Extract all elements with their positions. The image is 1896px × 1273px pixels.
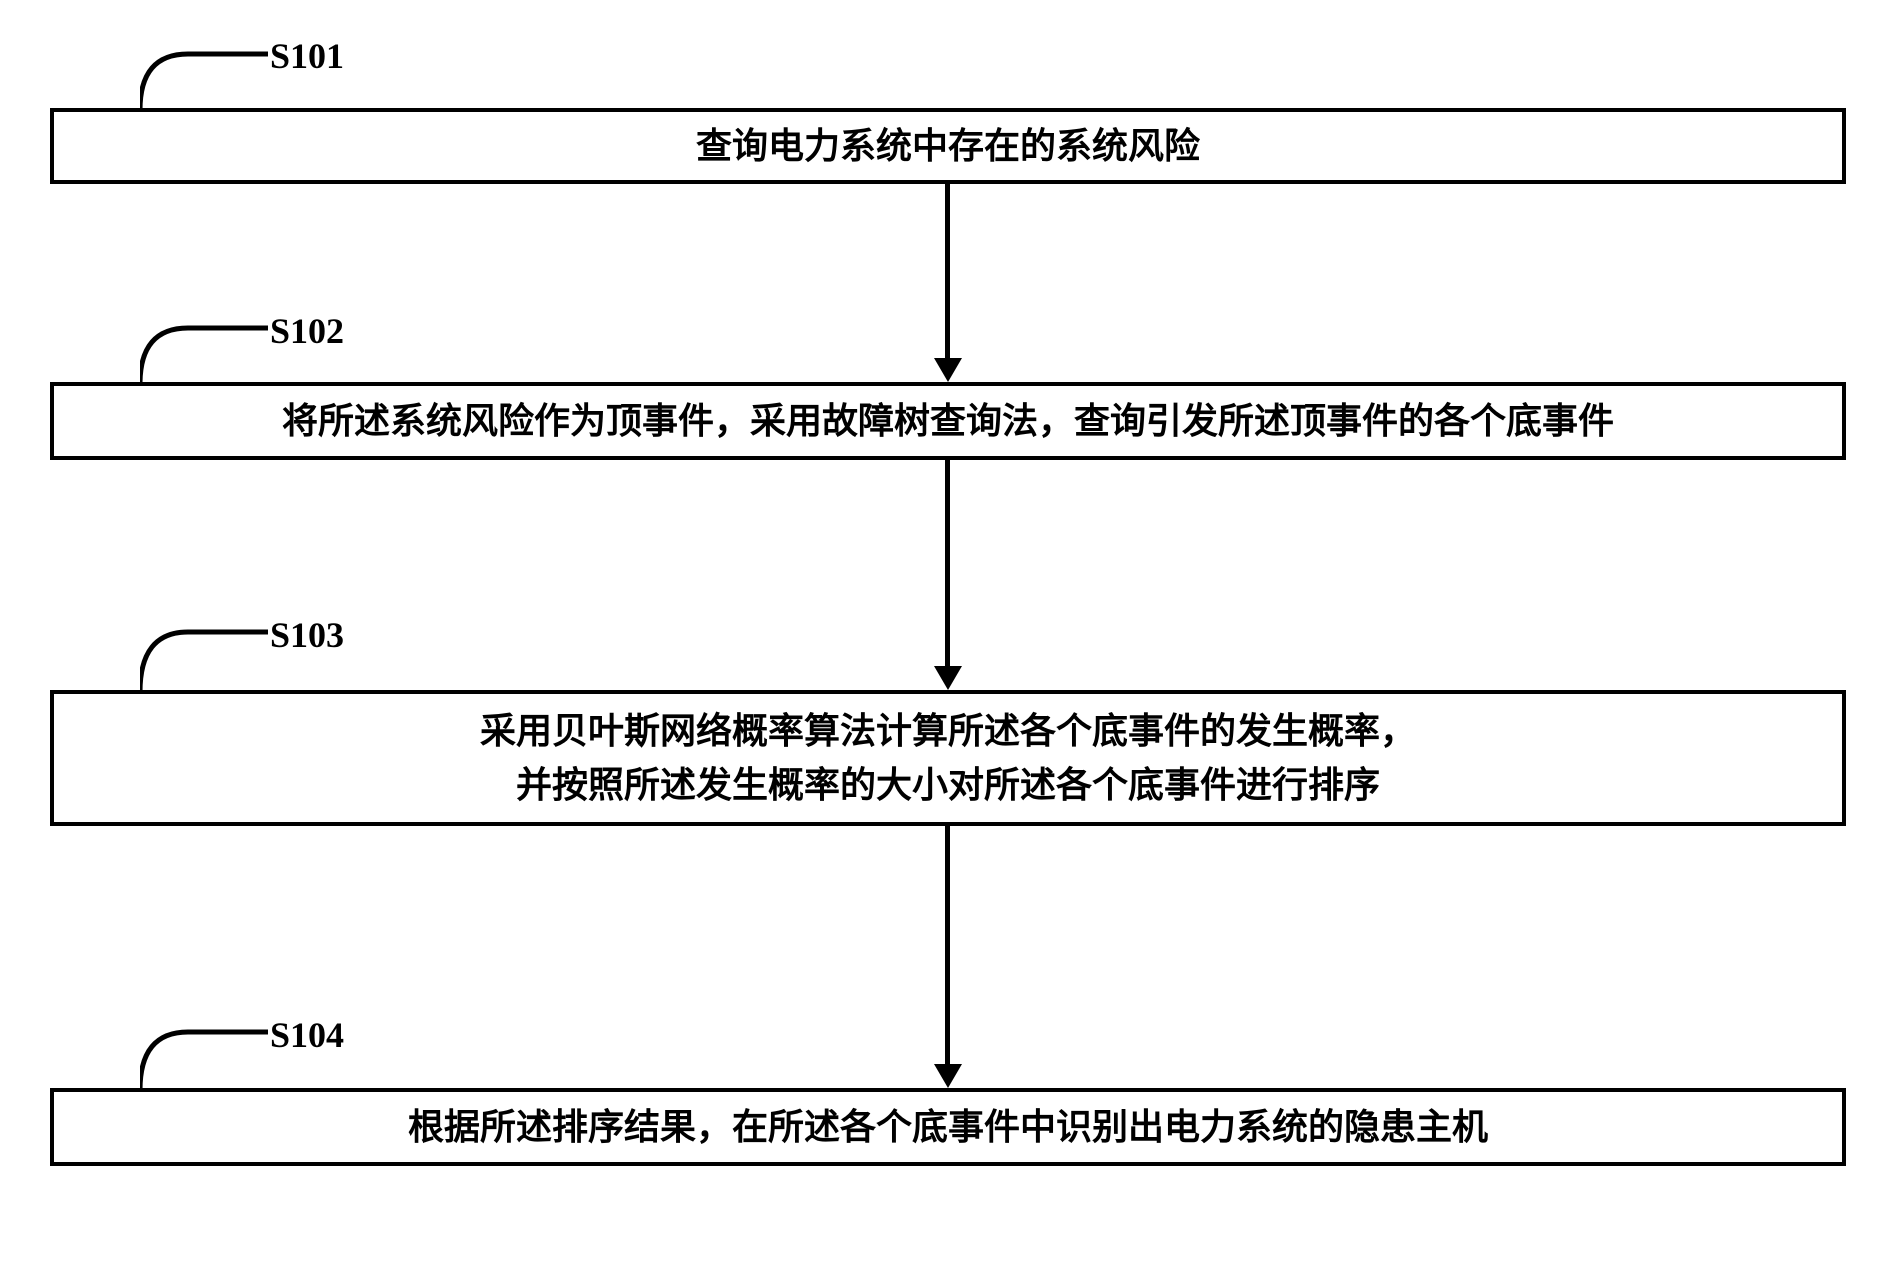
box-s103: 采用贝叶斯网络概率算法计算所述各个底事件的发生概率， 并按照所述发生概率的大小对… <box>50 690 1846 826</box>
curve-s103 <box>140 624 270 694</box>
arrow-1-line <box>945 184 950 360</box>
label-s101: S101 <box>270 35 344 77</box>
curve-s104 <box>140 1024 270 1092</box>
label-s104: S104 <box>270 1014 344 1056</box>
box-s103-line2: 并按照所述发生概率的大小对所述各个底事件进行排序 <box>516 758 1380 812</box>
curve-s101 <box>140 46 270 112</box>
label-s102: S102 <box>270 310 344 352</box>
arrow-2-head <box>934 666 962 690</box>
arrow-1-head <box>934 358 962 382</box>
arrow-3-line <box>945 826 950 1066</box>
box-s101-line1: 查询电力系统中存在的系统风险 <box>696 119 1200 173</box>
box-s104-line1: 根据所述排序结果，在所述各个底事件中识别出电力系统的隐患主机 <box>408 1100 1488 1154</box>
arrow-2-line <box>945 460 950 668</box>
arrow-3-head <box>934 1064 962 1088</box>
box-s101: 查询电力系统中存在的系统风险 <box>50 108 1846 184</box>
curve-s102 <box>140 320 270 386</box>
label-s103: S103 <box>270 614 344 656</box>
box-s102-line1: 将所述系统风险作为顶事件，采用故障树查询法，查询引发所述顶事件的各个底事件 <box>282 394 1614 448</box>
box-s103-line1: 采用贝叶斯网络概率算法计算所述各个底事件的发生概率， <box>480 704 1416 758</box>
box-s104: 根据所述排序结果，在所述各个底事件中识别出电力系统的隐患主机 <box>50 1088 1846 1166</box>
box-s102: 将所述系统风险作为顶事件，采用故障树查询法，查询引发所述顶事件的各个底事件 <box>50 382 1846 460</box>
